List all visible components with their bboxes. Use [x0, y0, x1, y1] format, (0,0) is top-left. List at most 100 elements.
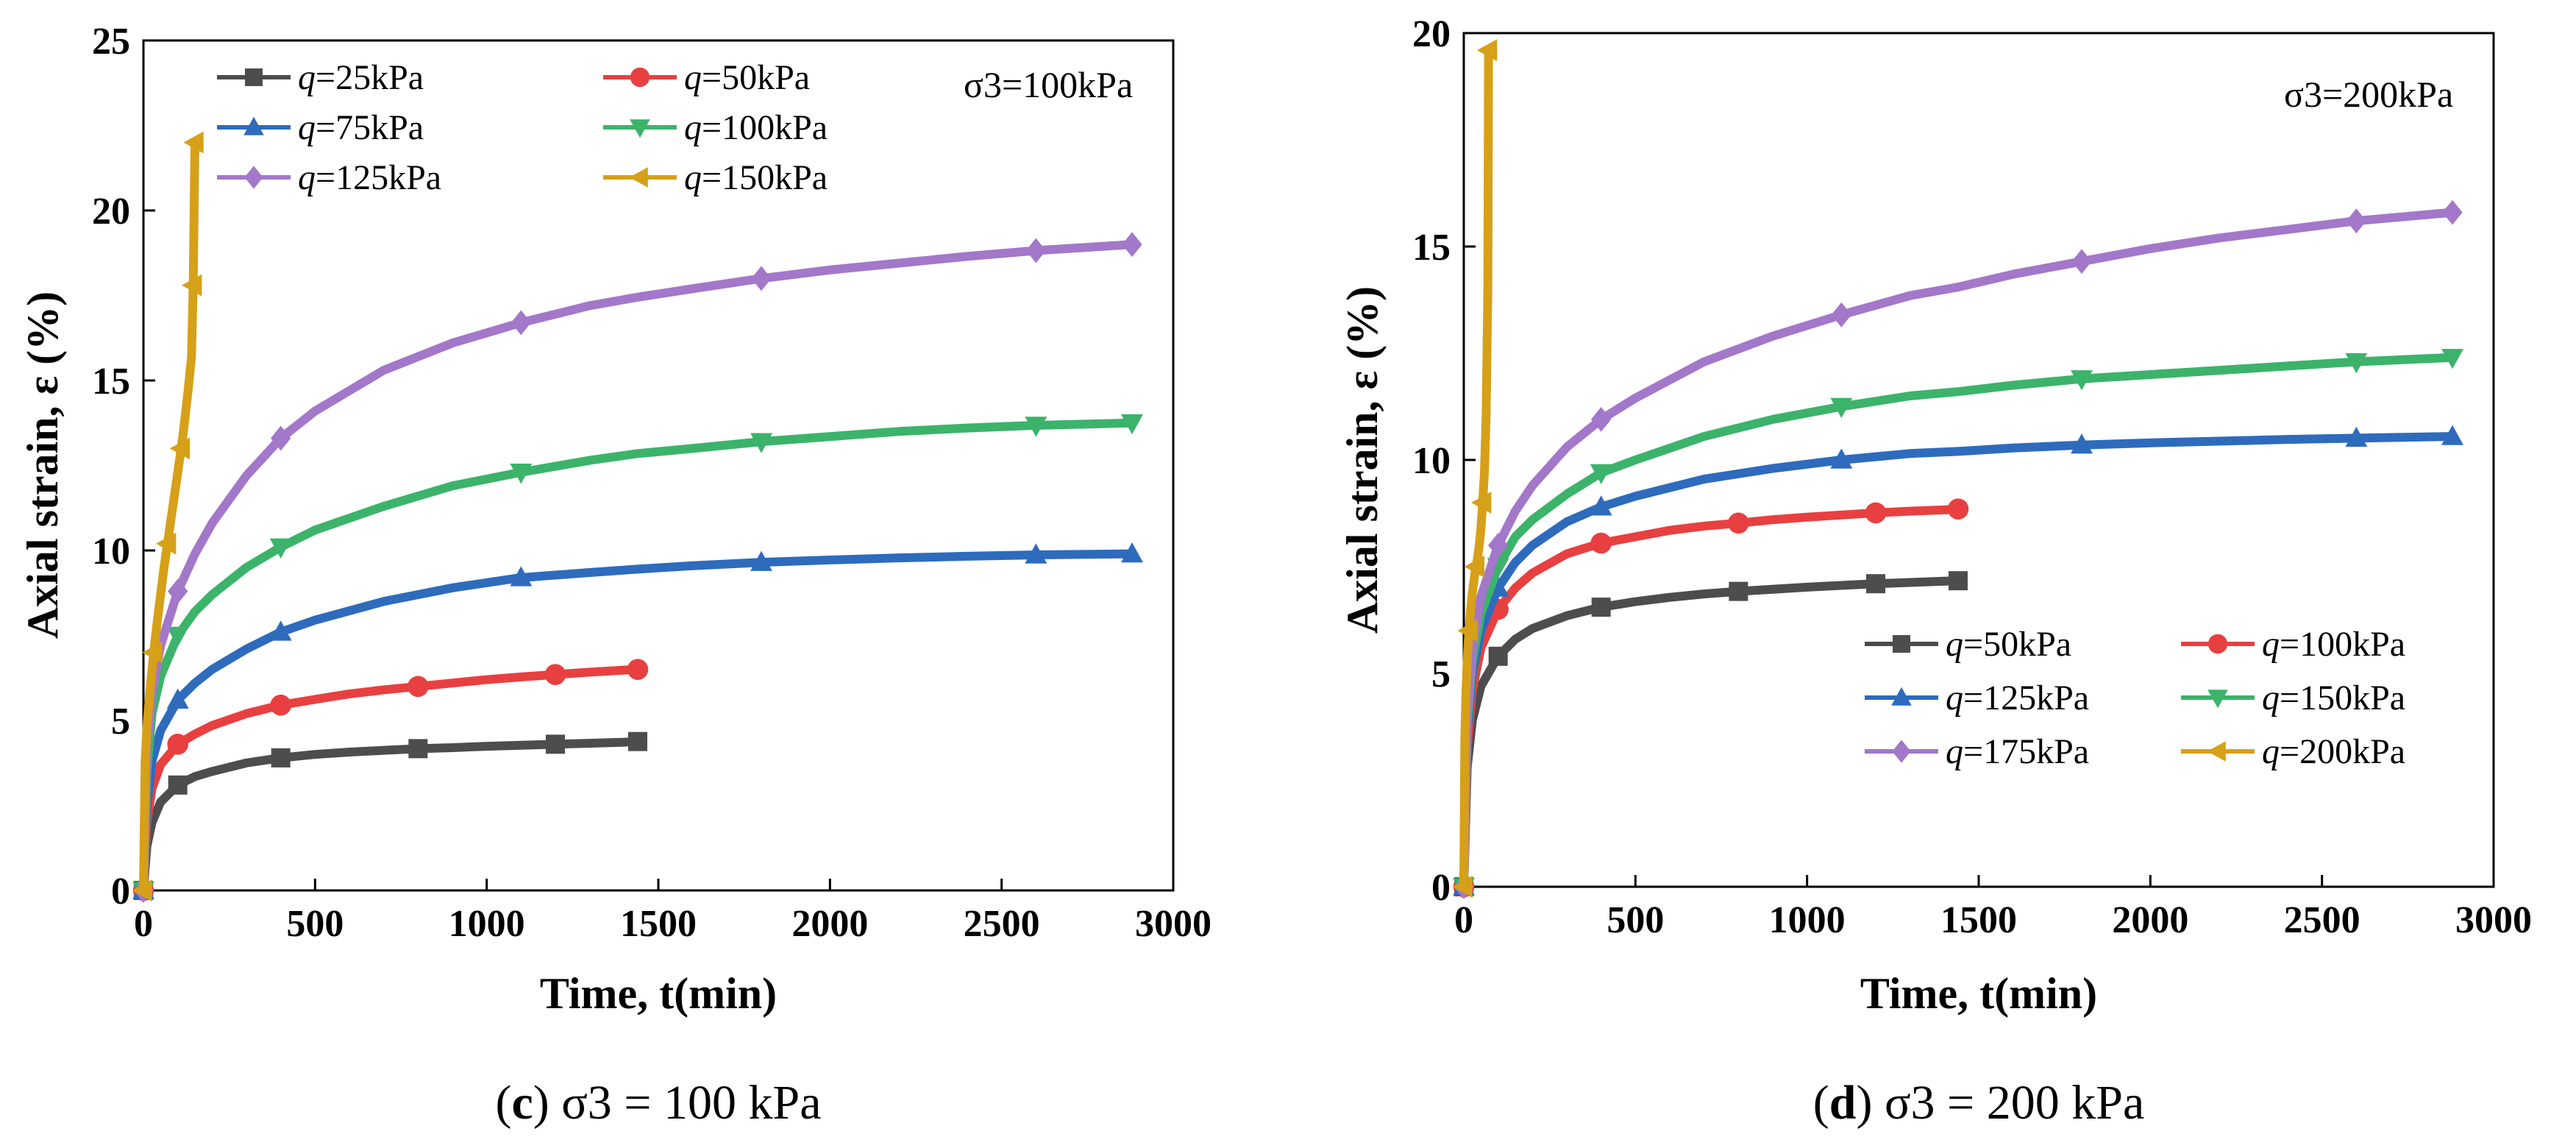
data-point	[1866, 574, 1885, 594]
legend-label: q=175kPa	[1946, 732, 2089, 771]
x-tick-label: 2500	[2284, 899, 2360, 941]
data-point	[1865, 502, 1887, 524]
x-tick-label: 3000	[2455, 899, 2532, 941]
series-line-5	[1459, 208, 2457, 891]
legend-marker	[1891, 687, 1912, 706]
x-tick-label: 0	[134, 903, 153, 945]
series-group-c	[132, 131, 1143, 903]
data-point	[2441, 425, 2463, 445]
x-tick-label: 1500	[1940, 899, 2017, 941]
data-point	[750, 550, 772, 571]
data-point	[1590, 495, 1612, 516]
series-line-5	[139, 240, 1136, 895]
data-point	[408, 676, 429, 698]
data-point	[1591, 407, 1612, 432]
legend-label: q=75kPa	[298, 108, 424, 147]
data-point	[751, 266, 772, 291]
y-axis-label-d: Axial strain, ε (%)	[1338, 286, 1387, 634]
series-group-d	[1452, 39, 2463, 899]
legend-label: q=150kPa	[684, 158, 828, 197]
data-point	[1121, 542, 1143, 563]
legend-marker	[2207, 741, 2226, 762]
data-point	[1949, 571, 1968, 591]
series-line-6	[1459, 46, 1493, 891]
data-point	[408, 739, 428, 759]
legend-marker	[629, 167, 648, 188]
data-point	[546, 734, 565, 754]
data-point	[1471, 492, 1492, 514]
series-line-4	[1459, 352, 2457, 891]
data-point	[2071, 433, 2093, 454]
legend-marker	[2207, 634, 2228, 654]
data-point	[1025, 238, 1046, 263]
y-tick-label: 15	[1412, 227, 1451, 269]
legend-c: q=25kPa q=50kPa q=75kPa q=100kPa q=125kPa q=1…	[217, 58, 828, 197]
data-point	[1590, 532, 1612, 554]
legend-label: q=200kPa	[2262, 732, 2405, 771]
legend-marker	[1893, 635, 1910, 653]
x-ticks-d: 0 500 1000 1500 2000 2500 3000	[1454, 875, 2532, 941]
legend-label: q=125kPa	[1946, 678, 2089, 718]
data-point	[1488, 646, 1508, 666]
legend-marker	[244, 166, 263, 189]
data-point	[1830, 397, 1853, 419]
data-point	[1591, 598, 1611, 617]
y-tick-label: 15	[92, 361, 130, 403]
x-tick-label: 500	[1607, 899, 1664, 941]
data-point	[169, 437, 191, 460]
data-point	[1729, 581, 1748, 601]
x-tick-label: 500	[286, 903, 344, 945]
data-point	[1025, 543, 1047, 564]
legend-d: q=50kPa q=100kPa q=125kPa q=150kPa q=175kPa q…	[1865, 625, 2405, 771]
y-ticks-d: 0 5 10 15 20	[1412, 13, 1476, 909]
x-tick-label: 2000	[2112, 899, 2188, 941]
data-point	[750, 433, 772, 453]
legend-marker	[243, 116, 264, 135]
data-point	[2441, 349, 2463, 369]
legend-label: q=25kPa	[298, 58, 424, 97]
data-point	[1464, 556, 1485, 578]
data-point	[1830, 448, 1853, 469]
y-tick-label: 5	[1431, 653, 1451, 695]
y-tick-label: 25	[92, 21, 130, 63]
caption-c: (c) σ3 = 100 kPa	[495, 1076, 821, 1130]
y-tick-label: 0	[1431, 867, 1451, 909]
legend-marker	[2207, 690, 2228, 709]
legend-label: q=125kPa	[298, 158, 441, 197]
data-point	[627, 659, 649, 680]
legend-marker	[630, 67, 650, 88]
data-point	[1121, 414, 1143, 435]
data-point	[167, 734, 188, 755]
legend-label: q=50kPa	[1946, 625, 2071, 664]
legend-label: q=150kPa	[2262, 678, 2405, 718]
data-point	[182, 274, 202, 297]
data-point	[132, 879, 152, 901]
y-axis-label-c: Axial strain, ε (%)	[18, 291, 67, 639]
x-ticks-c: 0 500 1000 1500 2000 2500 3000	[134, 879, 1211, 945]
data-point	[544, 664, 566, 685]
data-point	[2345, 426, 2368, 447]
data-point	[269, 538, 292, 559]
data-point	[166, 688, 189, 709]
data-point	[1122, 232, 1142, 258]
legend-label: q=50kPa	[684, 58, 810, 97]
data-point	[2345, 352, 2368, 374]
chart-panel-c: 0 500 1000 1500 2000 2500 3000 0 5 10 15 20 25 q=25…	[18, 21, 1211, 1130]
data-point	[1457, 620, 1478, 642]
series-line-1	[139, 737, 642, 895]
data-point	[168, 578, 188, 604]
data-point	[156, 532, 177, 555]
y-tick-label: 5	[111, 701, 130, 743]
series-line-2	[139, 665, 642, 895]
data-point	[142, 641, 163, 664]
data-point	[166, 626, 189, 648]
caption-letter-d: d	[1829, 1076, 1857, 1130]
x-tick-label: 0	[1454, 899, 1473, 941]
series-line-6	[139, 138, 199, 895]
x-tick-label: 1000	[449, 903, 525, 945]
data-point	[2442, 199, 2463, 225]
data-point	[510, 566, 533, 587]
caption-letter-c: c	[511, 1076, 533, 1130]
series-line-3	[1459, 432, 2457, 891]
data-point	[1452, 876, 1473, 898]
